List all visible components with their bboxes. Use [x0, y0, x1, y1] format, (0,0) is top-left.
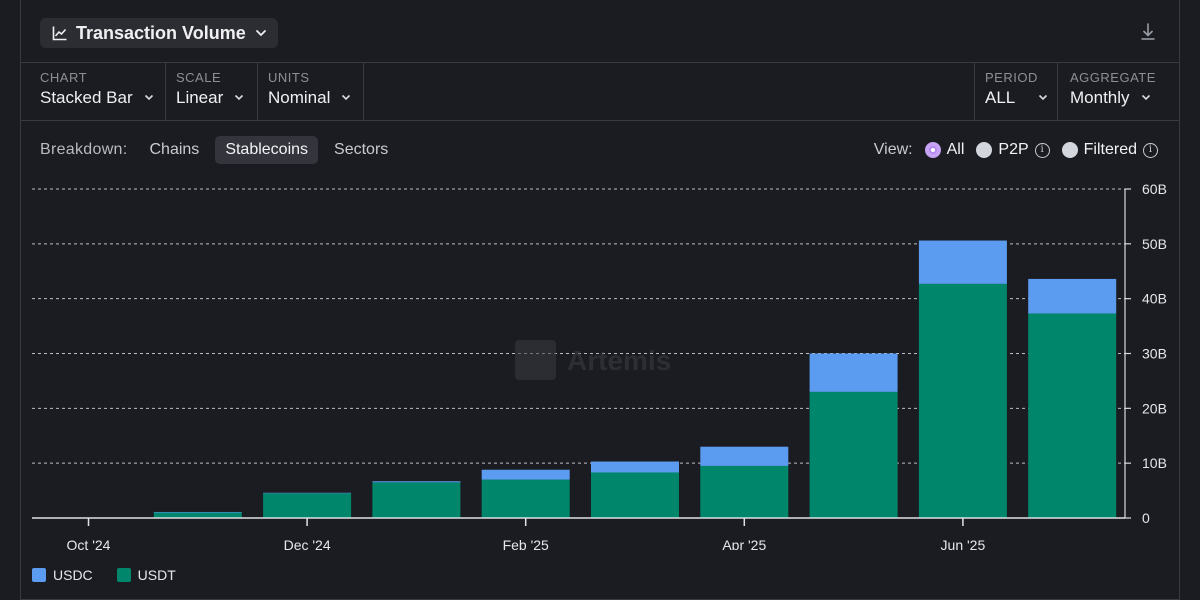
- chevron-down-icon: [1037, 88, 1049, 108]
- bar-usdc: [1028, 278, 1117, 314]
- view-label: View:: [873, 141, 913, 158]
- watermark: Artemis: [515, 340, 671, 380]
- y-tick-label: 50B: [1142, 236, 1167, 252]
- bar-usdt: [153, 512, 242, 518]
- view-selector: View: All P2P i Filtered i: [874, 137, 1158, 163]
- units-select[interactable]: UNITS Nominal: [258, 62, 364, 120]
- legend-label-usdc: USDC: [53, 567, 93, 583]
- info-icon[interactable]: i: [1034, 142, 1050, 158]
- period-caption: PERIOD: [985, 70, 1038, 85]
- info-icon[interactable]: i: [1143, 142, 1158, 158]
- header-bar: Transaction Volume: [20, 0, 1180, 63]
- units-value: Nominal: [268, 88, 331, 107]
- bar-usdt: [809, 391, 898, 518]
- breakdown-label: Breakdown:: [40, 141, 128, 158]
- bar-usdc: [263, 492, 352, 494]
- bar-usdt: [918, 283, 1007, 518]
- scale-value: Linear: [176, 88, 224, 107]
- view-option-filtered[interactable]: Filtered i: [1061, 141, 1158, 159]
- bar-usdc: [918, 240, 1007, 284]
- radio-unselected-icon: [976, 142, 993, 158]
- bar-usdc: [591, 461, 679, 473]
- chevron-down-icon: [233, 88, 245, 108]
- x-tick-label: Dec '24: [284, 537, 331, 550]
- metric-selector[interactable]: Transaction Volume: [40, 18, 278, 48]
- view-option-p2p-label: P2P: [998, 141, 1029, 158]
- bar-usdt: [481, 479, 570, 518]
- legend-item-usdt[interactable]: USDT: [116, 567, 176, 583]
- units-caption: UNITS: [268, 70, 310, 85]
- breakdown-option-stablecoins[interactable]: Stablecoins: [215, 136, 319, 164]
- chevron-down-icon: [254, 26, 268, 40]
- x-tick-label: Oct '24: [67, 537, 111, 550]
- legend-label-usdt: USDT: [137, 567, 176, 583]
- controls-bar: CHART Stacked Bar SCALE Linear UNITS Nom…: [20, 62, 1180, 121]
- x-tick-label: Jun '25: [941, 537, 986, 550]
- scale-select[interactable]: SCALE Linear: [166, 62, 258, 120]
- download-icon[interactable]: [1138, 22, 1158, 42]
- stacked-bar-chart: Artemis 0 10B 20B 30B 40B 50B 60B Oct '24 Dec '2…: [32, 181, 1167, 550]
- legend-swatch-usdc: [32, 568, 46, 582]
- y-tick-label: 40B: [1142, 291, 1167, 307]
- y-tick-label: 30B: [1142, 346, 1167, 362]
- bar-usdc: [700, 446, 789, 466]
- aggregate-value: Monthly: [1070, 88, 1130, 107]
- chevron-down-icon: [143, 88, 155, 108]
- metric-label: Transaction Volume: [76, 22, 246, 43]
- axes: 0 10B 20B 30B 40B 50B 60B Oct '24 Dec '24 Feb '25…: [32, 181, 1167, 550]
- legend-swatch-usdt: [116, 568, 131, 582]
- legend: USDC USDT: [32, 567, 176, 583]
- view-option-all-label: All: [946, 141, 965, 158]
- breakdown-selector: Breakdown: Chains Stablecoins Sectors: [40, 135, 398, 165]
- y-tick-label: 0: [1142, 510, 1150, 526]
- aggregate-select[interactable]: AGGREGATE Monthly: [1058, 62, 1178, 120]
- y-tick-label: 10B: [1142, 455, 1167, 471]
- bar-usdt: [263, 493, 352, 518]
- watermark-text: Artemis: [567, 345, 671, 376]
- chart-type-value: Stacked Bar: [40, 88, 133, 107]
- line-chart-icon: [52, 25, 68, 41]
- breakdown-option-sectors[interactable]: Sectors: [334, 141, 389, 158]
- chart-type-caption: CHART: [40, 70, 88, 85]
- scale-caption: SCALE: [176, 70, 222, 85]
- bar-usdc: [481, 469, 570, 480]
- chart-type-select[interactable]: CHART Stacked Bar: [20, 62, 166, 120]
- grid-lines: [32, 188, 1125, 464]
- view-option-filtered-label: Filtered: [1083, 141, 1137, 158]
- bar-usdc: [153, 511, 242, 513]
- y-tick-label: 20B: [1142, 400, 1167, 416]
- bar-group: [153, 240, 1117, 518]
- period-value: ALL: [985, 88, 1016, 107]
- aggregate-caption: AGGREGATE: [1070, 70, 1156, 85]
- view-option-p2p[interactable]: P2P i: [976, 141, 1050, 159]
- radio-unselected-icon: [1061, 142, 1078, 158]
- bar-usdt: [372, 482, 461, 518]
- radio-selected-icon: [924, 142, 941, 158]
- bar-usdc: [809, 353, 898, 392]
- chevron-down-icon: [340, 88, 352, 108]
- period-select[interactable]: PERIOD ALL: [974, 62, 1058, 120]
- bar-usdt: [591, 472, 679, 518]
- legend-item-usdc[interactable]: USDC: [32, 567, 93, 583]
- breakdown-option-chains[interactable]: Chains: [149, 141, 200, 158]
- bar-usdt: [1028, 313, 1117, 518]
- bar-usdt: [700, 465, 789, 518]
- view-option-all[interactable]: All: [924, 141, 965, 159]
- watermark-logo-icon: [515, 340, 556, 380]
- x-tick-label: Feb '25: [503, 537, 549, 550]
- chevron-down-icon: [1140, 88, 1152, 108]
- x-tick-label: Apr '25: [722, 537, 766, 550]
- y-tick-label: 60B: [1142, 181, 1167, 197]
- bar-usdc: [372, 481, 461, 483]
